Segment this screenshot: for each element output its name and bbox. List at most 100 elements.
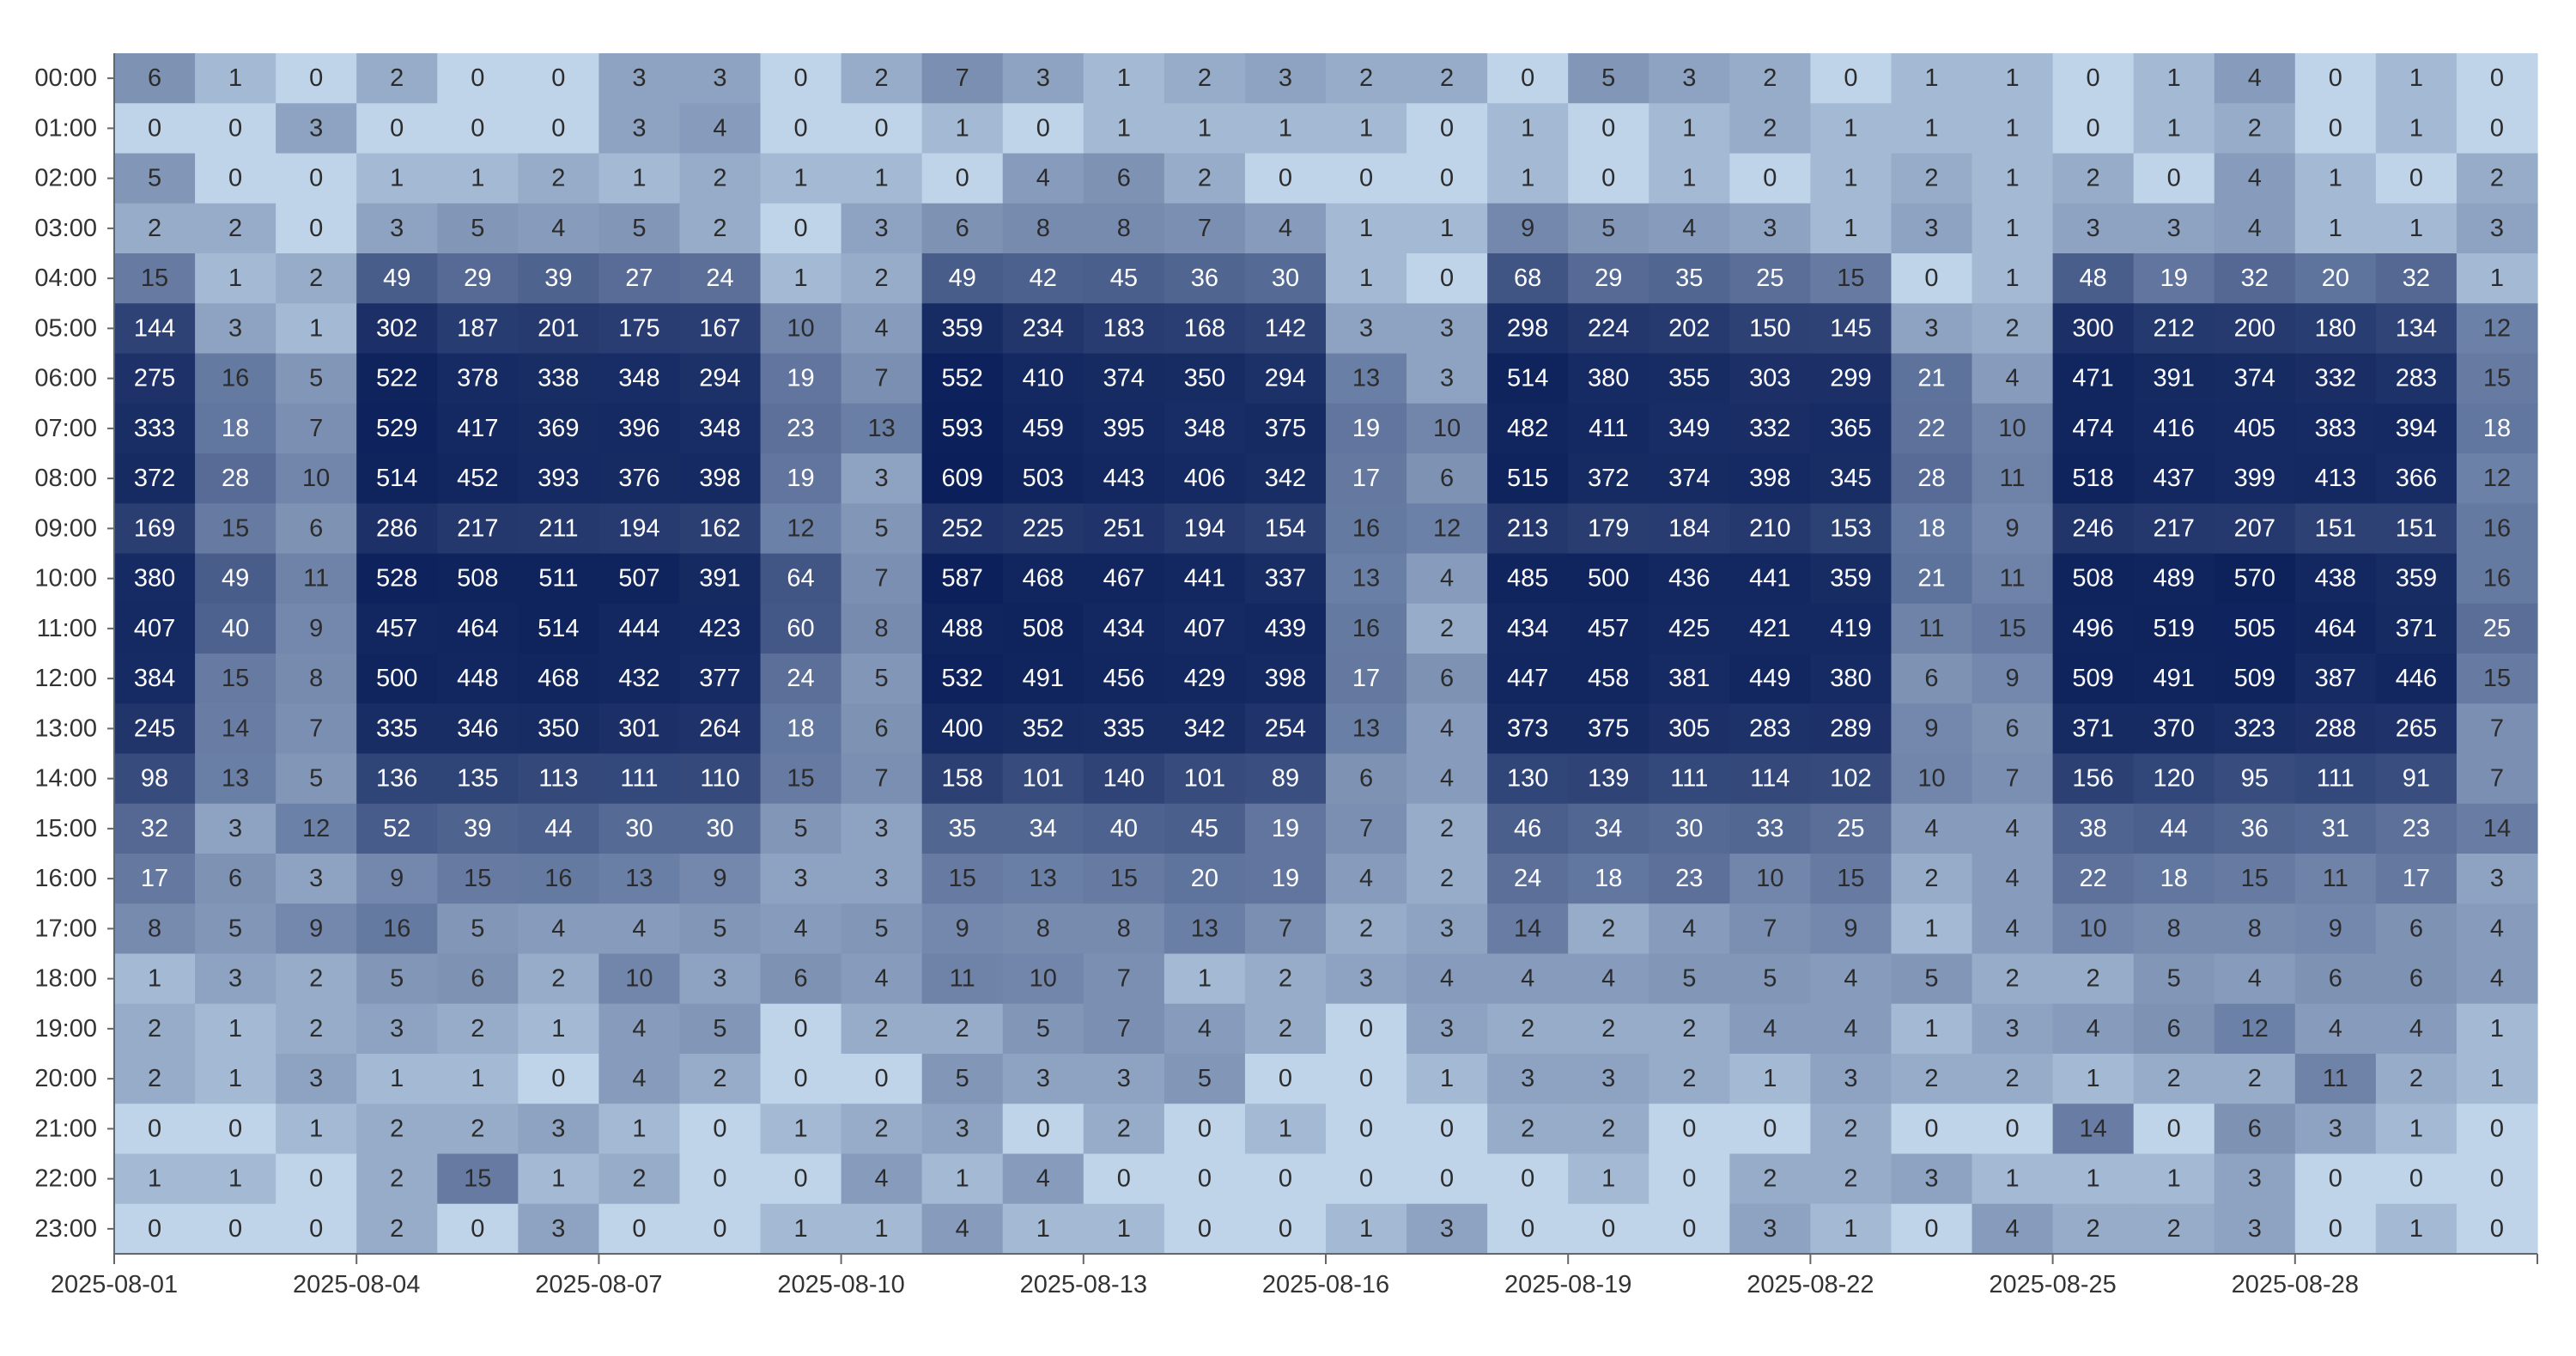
cell-value-label: 0 [1521,1215,1534,1243]
cell-value-label: 432 [618,665,659,692]
cell-value-label: 95 [2241,765,2269,793]
y-tick-label: 12:00 [34,665,97,692]
heatmap-cell [276,303,357,355]
cell-value-label: 13 [1352,714,1380,742]
heatmap-cell [1568,503,1649,555]
cell-value-label: 3 [551,1115,565,1142]
cell-value-label: 16 [383,915,410,942]
cell-value-label: 0 [632,1215,646,1243]
heatmap-cell [2375,854,2458,904]
heatmap-cell [679,203,762,254]
heatmap-cell [1406,403,1488,454]
heatmap-cell [760,903,842,955]
cell-value-label: 1 [1844,1215,1857,1243]
cell-value-label: 111 [620,765,658,793]
cell-value-label: 134 [2396,314,2437,342]
cell-value-label: 507 [618,565,659,593]
cell-value-label: 1 [875,165,889,192]
cell-value-label: 3 [1440,1215,1454,1243]
cell-value-label: 4 [1036,1165,1050,1193]
cell-value-label: 114 [1750,765,1789,793]
heatmap-cell [1487,1054,1569,1104]
heatmap-cell [2294,654,2377,704]
heatmap-cell [2052,1003,2135,1055]
heatmap-cell [1971,403,2054,454]
heatmap-cell [760,253,842,304]
heatmap-cell [1568,153,1649,204]
heatmap-cell [114,854,196,904]
heatmap-cell [1244,1153,1327,1205]
heatmap-cell [2294,703,2377,755]
heatmap-cell [1649,703,1730,755]
cell-value-label: 3 [875,865,889,892]
heatmap-cell [1971,1153,2054,1205]
heatmap-cell [1649,1104,1730,1155]
heatmap-cell [356,203,438,254]
heatmap-cell [679,654,762,704]
cell-value-label: 19 [787,365,814,392]
heatmap-cell [356,903,438,955]
heatmap-cell [2214,1003,2296,1055]
heatmap-cell [195,1104,276,1155]
heatmap-cell [1163,703,1246,755]
cell-value-label: 3 [390,1015,404,1043]
cell-value-label: 0 [228,1115,242,1142]
heatmap-cell [2133,553,2215,605]
cell-value-label: 0 [1682,1215,1696,1243]
heatmap-cell [276,1003,357,1055]
heatmap-cell [1326,203,1407,254]
heatmap-cell [1002,103,1084,155]
heatmap-cell [679,1003,762,1055]
cell-value-label: 3 [1844,1065,1857,1092]
cell-value-label: 14 [222,714,249,742]
heatmap-cell [2294,303,2377,355]
cell-value-label: 593 [942,415,983,442]
cell-value-label: 217 [2154,514,2195,542]
heatmap-cell [518,203,599,254]
heatmap-cell [1971,353,2054,404]
heatmap-cell [437,703,519,755]
heatmap-cell [921,403,1004,454]
heatmap-cell [760,1054,842,1104]
cell-value-label: 2 [1601,1015,1615,1043]
cell-value-label: 6 [1924,665,1938,692]
cell-value-label: 3 [2167,215,2181,242]
cell-value-label: 6 [228,865,242,892]
cell-value-label: 18 [1917,514,1945,542]
cell-value-label: 0 [2490,1115,2504,1142]
heatmap-cell [1649,854,1730,904]
heatmap-cell [1244,1203,1327,1255]
cell-value-label: 395 [1103,415,1145,442]
heatmap-cell [1891,753,1973,805]
heatmap-cell [518,553,599,605]
cell-value-label: 6 [148,64,161,92]
heatmap-cell [437,1003,519,1055]
heatmap-cell [437,403,519,454]
cell-value-label: 14 [2079,1115,2106,1142]
cell-value-label: 5 [632,215,646,242]
x-tick-label: 2025-08-01 [51,1271,178,1298]
heatmap-cell [1083,303,1165,355]
heatmap-cell [679,603,762,654]
cell-value-label: 0 [1521,64,1534,92]
cell-value-label: 6 [793,965,807,993]
cell-value-label: 6 [2167,1015,2181,1043]
cell-value-label: 2 [1763,1165,1777,1193]
cell-value-label: 294 [699,365,740,392]
heatmap-cell [1326,403,1407,454]
cell-value-label: 1 [1521,114,1534,142]
heatmap-cell [679,453,762,504]
heatmap-cell [1729,403,1811,454]
heatmap-cell [1406,703,1488,755]
heatmap-cell [2133,953,2215,1005]
heatmap-cell [679,503,762,555]
heatmap-cell [679,103,762,155]
cell-value-label: 447 [1507,665,1548,692]
cell-value-label: 13 [1191,915,1218,942]
y-tick-label: 02:00 [34,165,97,192]
cell-value-label: 35 [1675,265,1703,292]
heatmap-cell [2052,353,2135,404]
cell-value-label: 4 [1521,965,1534,993]
heatmap-cell [2294,854,2377,904]
heatmap-cell [841,153,923,204]
